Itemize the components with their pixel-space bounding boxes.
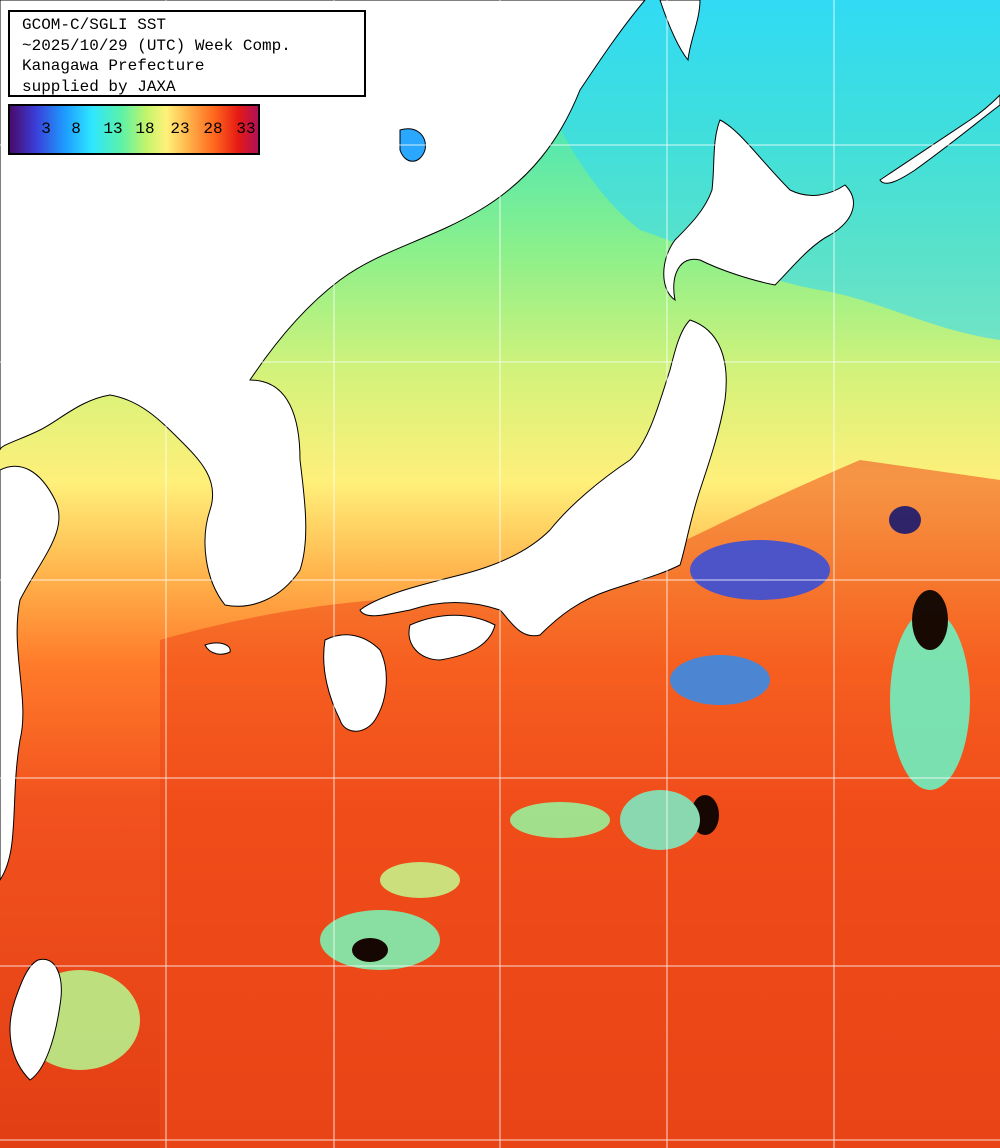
- colorbar-tick: 8: [71, 120, 81, 138]
- color-scale-bar: 3 8 13 18 23 28 33: [8, 104, 260, 155]
- info-box: GCOM-C/SGLI SST ~2025/10/29 (UTC) Week C…: [8, 10, 366, 97]
- lon-label-140e: 140E: [674, 9, 689, 40]
- colorbar-tick: 13: [103, 120, 123, 138]
- small-island: [204, 642, 231, 655]
- colorbar-tick: 28: [203, 120, 223, 138]
- china-coast: [0, 465, 60, 881]
- shikoku: [408, 614, 496, 661]
- colorbar-tick: 33: [236, 120, 256, 138]
- info-supplier: supplied by JAXA: [22, 77, 176, 96]
- colorbar-tick: 23: [170, 120, 190, 138]
- info-product: GCOM-C/SGLI SST: [22, 16, 167, 34]
- kyushu: [323, 634, 387, 732]
- info-date: ~2025/10/29 (UTC) Week Comp.: [22, 36, 291, 55]
- hokkaido: [663, 119, 854, 302]
- info-region: Kanagawa Prefecture: [22, 57, 205, 75]
- taiwan: [9, 958, 62, 1081]
- sakhalin: [659, 0, 701, 62]
- colorbar-tick: 3: [41, 120, 51, 138]
- lat-label-40n: 40N: [16, 354, 40, 369]
- colorbar-tick: 18: [135, 120, 155, 138]
- kuril-islands: [879, 94, 1000, 184]
- honshu: [359, 319, 727, 637]
